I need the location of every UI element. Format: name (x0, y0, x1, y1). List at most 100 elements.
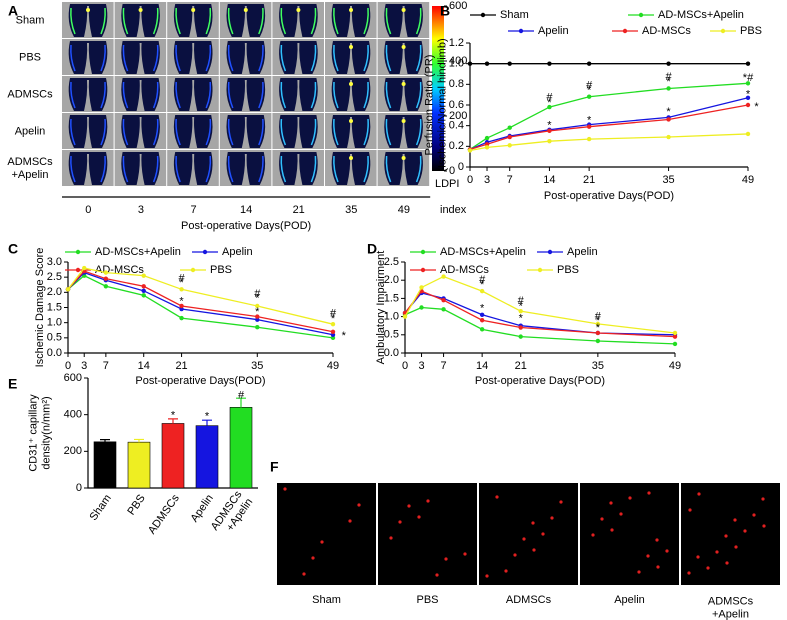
capillary (435, 573, 439, 577)
perfusion (385, 155, 422, 183)
annotation: * (342, 330, 347, 342)
legend-label: PBS (740, 25, 762, 37)
x-tick-label: ADMSCs (146, 492, 182, 536)
hindlimb (121, 115, 160, 148)
perfusion (175, 81, 212, 109)
x-tick-label: 7 (441, 360, 447, 372)
perfusion (227, 81, 264, 109)
hindlimb (279, 78, 318, 111)
perfusion (70, 118, 106, 146)
capillary (687, 571, 691, 575)
y-tick-label: 2.0 (384, 274, 399, 286)
colorbar-tick-label: 0 (449, 165, 455, 177)
y-tick-label: 0.0 (47, 347, 62, 359)
y-tick-label: 0.8 (449, 78, 464, 90)
x-tick-label: 14 (138, 360, 150, 372)
y-tick-label: 2.0 (47, 286, 62, 298)
perfusion (243, 8, 248, 12)
data-point (484, 61, 490, 66)
series-line (469, 97, 749, 151)
x-axis-label: Post-operative Days(POD) (135, 375, 265, 387)
perfusion (280, 118, 317, 146)
perfusion (70, 155, 106, 183)
perfusion (333, 7, 369, 35)
data-point (179, 287, 184, 292)
annotation: # (254, 288, 261, 300)
capillary (463, 552, 467, 556)
annotation: * (179, 277, 184, 289)
hindlimb (279, 115, 318, 148)
capillary (311, 556, 315, 560)
data-point (484, 135, 490, 141)
annotation: # (546, 92, 553, 104)
legend-marker (622, 28, 628, 34)
data-point (745, 131, 751, 137)
data-point (419, 305, 424, 310)
annotation: # (479, 274, 486, 286)
legend-label: AD-MSCs+Apelin (95, 246, 181, 258)
data-point (507, 125, 512, 130)
y-tick-label: 0 (458, 161, 464, 173)
data-point (547, 61, 552, 66)
data-point (745, 61, 751, 66)
legend-label: AD-MSCs (642, 25, 691, 37)
data-point (479, 312, 485, 317)
perfusion (280, 7, 317, 35)
hindlimb (68, 115, 108, 148)
annotation: * (666, 106, 671, 118)
hindlimb (384, 115, 423, 148)
perfusion (70, 81, 106, 109)
image-label: PBS (416, 594, 438, 606)
x-tick-label: 3 (418, 360, 424, 372)
hindlimb (384, 152, 423, 185)
data-point (547, 104, 552, 110)
legend-marker (537, 267, 543, 273)
annotation: * (547, 120, 552, 132)
x-tick-label: 21 (175, 360, 187, 372)
y-tick-label: 0.4 (449, 120, 464, 132)
perfusion (401, 119, 406, 123)
x-tick-label: 7 (103, 360, 109, 372)
y-tick-label: 1.5 (47, 301, 62, 313)
data-point (507, 61, 512, 66)
data-point (141, 284, 146, 289)
capillary (734, 545, 738, 549)
y-tick-label: 0.0 (384, 347, 399, 359)
data-point (507, 134, 512, 140)
capillary (348, 519, 352, 523)
perfusion (227, 44, 264, 72)
perfusion (175, 44, 212, 72)
data-point (586, 94, 592, 99)
x-tick-label: 0 (467, 174, 473, 186)
data-point (441, 307, 446, 312)
capillary (610, 528, 614, 532)
image-label: Sham (312, 594, 341, 606)
hindlimb (226, 78, 266, 111)
colorbar-tick-label: 400 (449, 55, 467, 67)
data-point (141, 293, 146, 298)
capillary (389, 536, 393, 540)
hindlimb (173, 4, 213, 37)
y-tick-label: 0.5 (384, 329, 399, 341)
hindlimb (68, 4, 108, 37)
perfusion (191, 8, 196, 12)
hindlimb (173, 78, 213, 111)
perfusion (122, 118, 159, 146)
annotation: * (179, 295, 184, 307)
perfusion (122, 155, 159, 183)
hindlimb (173, 152, 213, 185)
hindlimb (68, 152, 108, 185)
series-line (404, 306, 676, 345)
x-tick-label: 7 (507, 174, 513, 186)
legend-label: Sham (500, 9, 529, 21)
annotation: # (518, 295, 525, 307)
data-point (518, 334, 523, 339)
perfusion (280, 155, 317, 183)
panel-label: E (8, 376, 17, 392)
legend-marker (420, 267, 426, 273)
hindlimb (384, 78, 423, 111)
error-bar (202, 419, 212, 426)
capillary (532, 548, 536, 552)
x-tick-label: Apelin (188, 493, 215, 525)
hindlimb (331, 78, 371, 111)
